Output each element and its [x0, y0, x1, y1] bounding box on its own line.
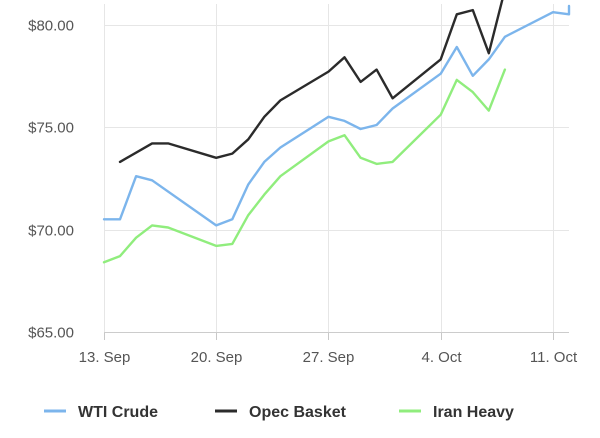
x-tick-label: 27. Sep	[303, 349, 355, 366]
legend-label: Iran Heavy	[433, 404, 514, 421]
x-tick-label: 4. Oct	[421, 349, 462, 366]
legend-label: WTI Crude	[78, 404, 158, 421]
y-tick-label: $75.00	[28, 120, 74, 137]
x-tick-label: 20. Sep	[191, 349, 243, 366]
y-tick-label: $70.00	[28, 223, 74, 240]
series-line-wti-crude	[102, 4, 571, 227]
series-line-iran-heavy	[102, 68, 507, 264]
axis-labels: $65.00 $70.00 $75.00 $80.00 13. Sep 20. Sep 27…	[28, 18, 578, 367]
series-line-opec-basket	[118, 0, 504, 164]
y-tick-label: $80.00	[28, 18, 74, 35]
x-tick-label: 13. Sep	[79, 349, 131, 366]
legend: WTI Crude Opec Basket Iran Heavy	[44, 404, 514, 421]
legend-label: Opec Basket	[249, 404, 347, 421]
y-tick-label: $65.00	[28, 325, 74, 342]
grid-lines	[104, 4, 569, 340]
series-lines	[102, 0, 571, 264]
x-tick-label: 11. Oct	[530, 349, 578, 366]
